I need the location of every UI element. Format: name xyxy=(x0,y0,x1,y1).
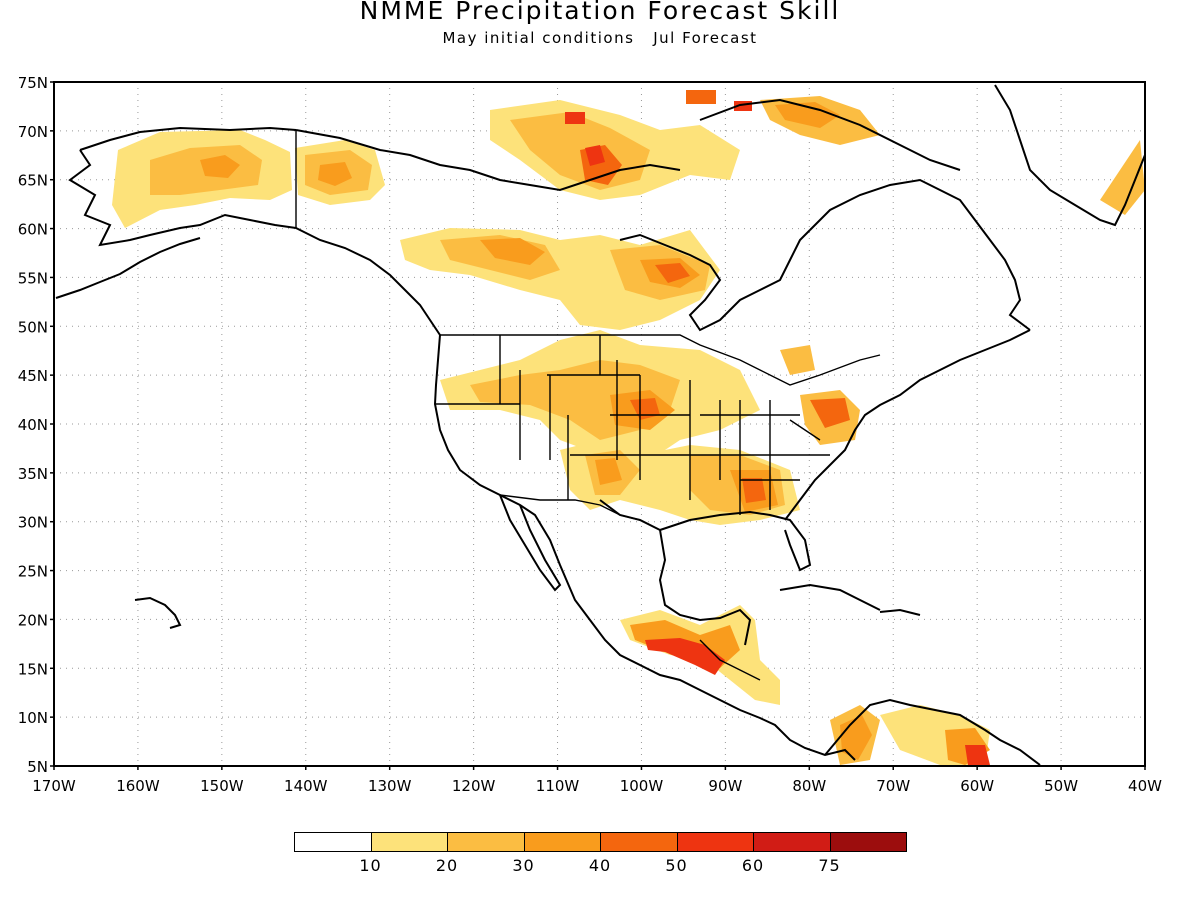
figure-title: NMME Precipitation Forecast Skill xyxy=(359,0,841,25)
border-states-east xyxy=(689,380,830,515)
lat-tick-label: 35N xyxy=(18,465,48,483)
lon-tick-label: 100W xyxy=(620,777,664,795)
lon-tick-label: 160W xyxy=(116,777,160,795)
colorbar-tick-label: 30 xyxy=(512,856,535,875)
colorbar-swatch xyxy=(370,832,448,852)
coast-arctic-canada xyxy=(295,129,681,192)
skill-area-hudson-max xyxy=(655,263,690,283)
lon-tick-label: 80W xyxy=(792,777,826,795)
border-c-america xyxy=(699,639,761,681)
colorbar-swatch xyxy=(294,832,372,852)
colorbar-tick-label: 10 xyxy=(359,856,382,875)
coast-us-gulf xyxy=(659,510,812,572)
lat-tick-label: 50N xyxy=(18,318,48,336)
lon-tick-label: 90W xyxy=(708,777,742,795)
lon-tick-label: 70W xyxy=(876,777,910,795)
colorbar-swatch xyxy=(523,832,601,852)
lat-tick-label: 60N xyxy=(18,221,48,239)
coast-alaska-north xyxy=(79,126,297,151)
latitude-labels: 75N 70N 65N 60N 55N 50N 45N 40N 35N 30N 25N 20N 15N 1… xyxy=(18,74,54,776)
lat-tick-label: 45N xyxy=(18,367,48,385)
lat-tick-label: 10N xyxy=(18,709,48,727)
coast-us-west xyxy=(433,334,856,761)
coast-hispaniola xyxy=(879,608,921,616)
border-us-canada xyxy=(440,334,881,386)
skill-area-northeast-core xyxy=(810,398,850,428)
coast-hudson-bay xyxy=(619,229,811,332)
skill-area-greenland xyxy=(1100,140,1145,215)
lon-tick-label: 40W xyxy=(1128,777,1162,795)
coast-pacific-nw xyxy=(295,227,441,336)
coastlines xyxy=(55,84,1145,766)
political-borders xyxy=(295,130,881,681)
longitude-labels: 170W 160W 150W 140W 130W 120W 110W 100W 90W 80W 70… xyxy=(32,766,1162,795)
coast-alaska-west xyxy=(68,149,297,247)
figure-subtitle: May initial conditions Jul Forecast xyxy=(0,29,1200,47)
coast-aleutians xyxy=(55,237,201,299)
skill-area-alaska-core xyxy=(200,155,240,178)
coast-south-america xyxy=(824,698,1041,766)
skill-area-venezuela-max xyxy=(965,745,990,765)
colorbar-swatch xyxy=(447,832,525,852)
lat-tick-label: 70N xyxy=(18,123,48,141)
skill-area-arctic-core-max xyxy=(585,145,605,166)
coast-baffin xyxy=(699,98,961,171)
colorbar-tick-label: 50 xyxy=(665,856,688,875)
border-us-mexico xyxy=(499,494,641,521)
skill-area-arctic-cell-3 xyxy=(734,101,752,111)
lat-tick-label: 15N xyxy=(18,660,48,678)
colorbar: 10 20 30 40 50 60 75 xyxy=(294,832,907,875)
skill-area-arctic-cell-1 xyxy=(565,112,585,124)
lat-tick-label: 5N xyxy=(27,758,48,776)
lat-tick-label: 65N xyxy=(18,172,48,190)
lat-tick-label: 40N xyxy=(18,416,48,434)
lat-tick-label: 30N xyxy=(18,514,48,532)
lon-tick-label: 140W xyxy=(284,777,328,795)
lon-tick-label: 120W xyxy=(452,777,496,795)
lon-tick-label: 150W xyxy=(200,777,244,795)
colorbar-tick-label: 60 xyxy=(741,856,765,875)
skill-area-arctic-cell-2 xyxy=(686,90,716,104)
lon-tick-label: 60W xyxy=(960,777,994,795)
lat-tick-label: 55N xyxy=(18,269,48,287)
colorbar-tick-label: 40 xyxy=(588,856,612,875)
border-states-west xyxy=(436,335,690,500)
colorbar-tick-label: 75 xyxy=(818,856,841,875)
lat-tick-label: 20N xyxy=(18,611,48,629)
skill-area-c-america-core xyxy=(645,638,725,675)
coast-us-east xyxy=(784,329,1031,521)
coast-cuba xyxy=(779,583,881,611)
subtitle-initial-conditions: May initial conditions xyxy=(442,29,635,47)
skill-area-alabama-core xyxy=(742,478,766,503)
coast-greenland xyxy=(994,84,1145,227)
colorbar-swatch xyxy=(676,832,754,852)
skill-area-great-lakes xyxy=(780,345,815,375)
coast-baja xyxy=(499,494,562,592)
lon-tick-label: 130W xyxy=(368,777,412,795)
skill-area-w-canada-core xyxy=(480,238,545,265)
lon-tick-label: 110W xyxy=(536,777,580,795)
lat-tick-label: 25N xyxy=(18,563,48,581)
subtitle-forecast-month: Jul Forecast xyxy=(653,29,758,47)
skill-area-baffin-inner xyxy=(775,102,840,128)
skill-area-yukon-core xyxy=(318,162,352,186)
colorbar-tick-label: 20 xyxy=(435,856,459,875)
coast-hawaii xyxy=(134,596,182,629)
colorbar-swatch xyxy=(600,832,678,852)
lon-tick-label: 170W xyxy=(32,777,76,795)
lat-tick-label: 75N xyxy=(18,74,48,92)
lon-tick-label: 50W xyxy=(1044,777,1078,795)
colorbar-swatch xyxy=(753,832,831,852)
coast-labrador xyxy=(809,178,1031,331)
skill-shading xyxy=(112,90,1145,765)
colorbar-swatch xyxy=(829,832,907,852)
skill-area-s-us-core xyxy=(595,458,622,485)
